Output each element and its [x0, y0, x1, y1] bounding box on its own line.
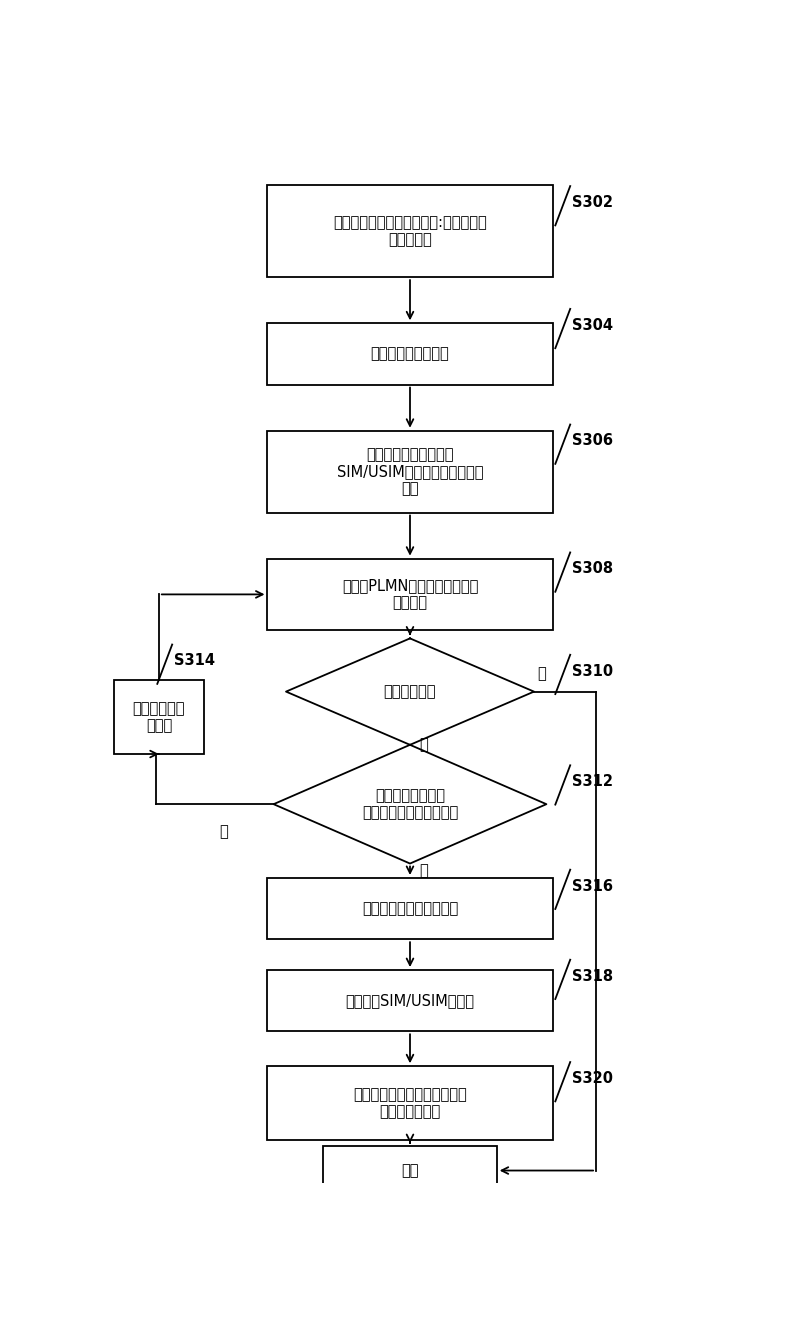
Text: S304: S304	[573, 318, 614, 332]
Text: 否: 否	[220, 824, 228, 840]
Polygon shape	[274, 744, 546, 864]
Text: 终端认为SIM/USIM卡无效: 终端认为SIM/USIM卡无效	[346, 993, 474, 1009]
Text: 结束: 结束	[402, 1163, 418, 1177]
Text: 判定是否成功: 判定是否成功	[384, 684, 436, 699]
Text: S314: S314	[174, 654, 215, 668]
Text: S316: S316	[573, 878, 614, 893]
FancyBboxPatch shape	[267, 878, 553, 940]
Text: S312: S312	[573, 775, 614, 789]
Text: 判定在其他位置区
注册请求次数大于预设值: 判定在其他位置区 注册请求次数大于预设值	[362, 788, 458, 820]
Text: 终端收到拒绝注册异常信息:位置区没有
合适的小区: 终端收到拒绝注册异常信息:位置区没有 合适的小区	[333, 215, 487, 247]
Text: 在同一PLMN下另一位置区发起
注册请求: 在同一PLMN下另一位置区发起 注册请求	[342, 578, 478, 610]
Text: 是: 是	[537, 666, 546, 682]
Text: S320: S320	[573, 1071, 614, 1086]
Text: S302: S302	[573, 195, 614, 210]
FancyBboxPatch shape	[323, 1146, 497, 1195]
Text: 终端人机界面提示用户选网失
败，需重启终端: 终端人机界面提示用户选网失 败，需重启终端	[353, 1087, 467, 1119]
FancyBboxPatch shape	[267, 323, 553, 384]
Text: S318: S318	[573, 969, 614, 983]
FancyBboxPatch shape	[267, 558, 553, 630]
FancyBboxPatch shape	[267, 185, 553, 278]
Text: 终端协议栈判定选网失败: 终端协议栈判定选网失败	[362, 901, 458, 916]
FancyBboxPatch shape	[267, 970, 553, 1031]
FancyBboxPatch shape	[267, 1066, 553, 1140]
Text: 是: 是	[419, 864, 428, 878]
Polygon shape	[286, 638, 534, 744]
Text: S308: S308	[573, 561, 614, 577]
Text: S310: S310	[573, 663, 614, 679]
Text: 否: 否	[419, 738, 428, 752]
FancyBboxPatch shape	[267, 431, 553, 513]
Text: 重置注册尝试计数器: 重置注册尝试计数器	[370, 347, 450, 361]
Text: 注册重试计数
器加一: 注册重试计数 器加一	[133, 700, 185, 734]
Text: S306: S306	[573, 433, 614, 448]
FancyBboxPatch shape	[114, 680, 204, 754]
Text: 将位置区识别号保存到
SIM/USIM卡中禁止漫游位置区
列表: 将位置区识别号保存到 SIM/USIM卡中禁止漫游位置区 列表	[337, 447, 483, 497]
